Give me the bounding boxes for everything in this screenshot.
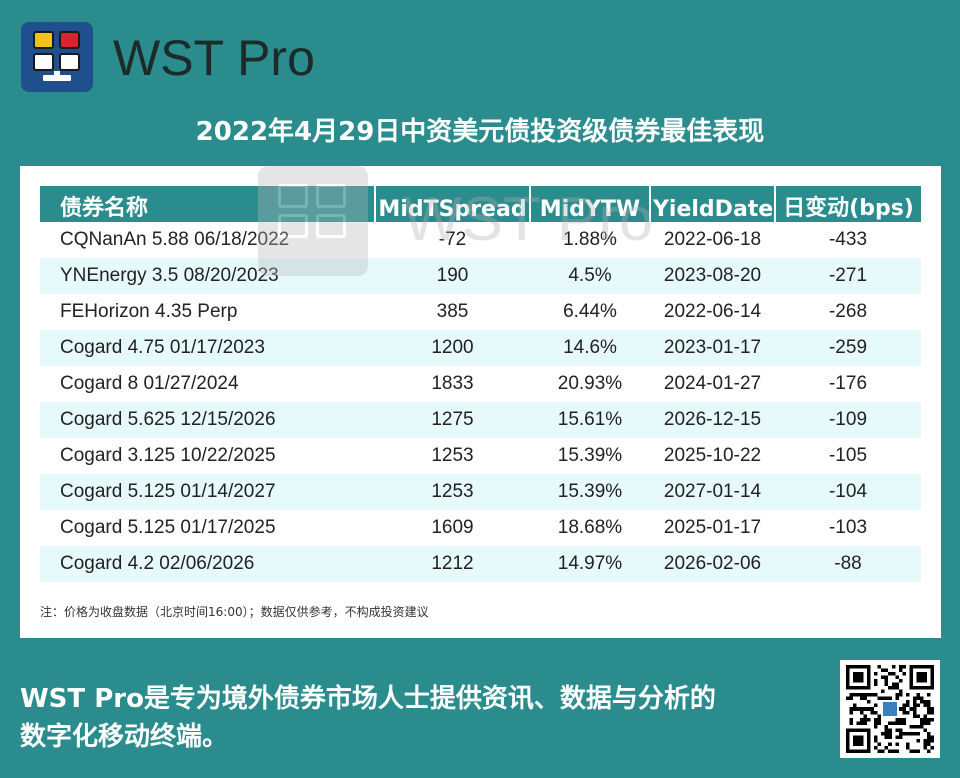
cell-daily-change: -433 bbox=[828, 229, 868, 250]
cell-yield-date: 2022-06-14 bbox=[663, 301, 762, 322]
cell-bond-name: Cogard 4.2 02/06/2026 bbox=[40, 546, 375, 582]
cell-bond-name: Cogard 5.625 12/15/2026 bbox=[40, 402, 375, 438]
cell-bond-name: YNEnergy 3.5 08/20/2023 bbox=[40, 258, 375, 294]
cell-mid-t-spread: 1253 bbox=[431, 445, 474, 466]
cell-mid-t-spread: 385 bbox=[436, 301, 469, 322]
cell-mid-ytw: 15.39% bbox=[557, 445, 623, 466]
cell-mid-ytw: 4.5% bbox=[530, 258, 650, 294]
cell-mid-t-spread: 1275 bbox=[375, 402, 530, 438]
cell-mid-t-spread: -72 bbox=[438, 229, 467, 250]
cell-daily-change: -268 bbox=[828, 301, 868, 322]
footnote: 注：价格为收盘数据（北京时间16:00）；数据仅供参考，不构成投资建议 bbox=[40, 605, 429, 619]
cell-daily-change: -105 bbox=[828, 445, 868, 466]
table-row: Cogard 4.75 01/17/2023 1200 14.6% 2023-01-1… bbox=[40, 330, 921, 366]
cell-daily-change: -103 bbox=[828, 517, 868, 538]
table-row: Cogard 4.2 02/06/2026 1212 14.97% 2026-02-0… bbox=[40, 546, 921, 582]
header-yield-date: YieldDate bbox=[650, 186, 776, 222]
cell-bond-name: Cogard 8 01/27/2024 bbox=[60, 373, 239, 394]
cell-bond-name: Cogard 4.75 01/17/2023 bbox=[40, 330, 375, 366]
cell-mid-t-spread: 1212 bbox=[375, 546, 530, 582]
brand-name: WST Pro bbox=[113, 30, 315, 86]
bond-table: 债券名称 MidTSpread MidYTW YieldDate 日变动(bps… bbox=[40, 186, 921, 582]
cell-mid-ytw: 15.39% bbox=[530, 474, 650, 510]
table-panel: 债券名称 MidTSpread MidYTW YieldDate 日变动(bps… bbox=[20, 166, 941, 638]
cell-bond-name: Cogard 5.125 01/14/2027 bbox=[40, 474, 375, 510]
cell-daily-change: -176 bbox=[828, 373, 868, 394]
table-row: Cogard 5.625 12/15/2026 1275 15.61% 2026-12… bbox=[40, 402, 921, 438]
header-daily-change: 日变动(bps) bbox=[775, 186, 921, 222]
cell-mid-ytw: 6.44% bbox=[563, 301, 617, 322]
cell-yield-date: 2026-02-06 bbox=[650, 546, 775, 582]
table-row: FEHorizon 4.35 Perp 385 6.44% 2022-06-14 -26… bbox=[40, 294, 921, 330]
cell-bond-name: Cogard 5.125 01/17/2025 bbox=[60, 517, 276, 538]
cell-yield-date: 2023-08-20 bbox=[650, 258, 775, 294]
cell-yield-date: 2027-01-14 bbox=[650, 474, 775, 510]
cell-yield-date: 2025-10-22 bbox=[663, 445, 762, 466]
cell-mid-t-spread: 1253 bbox=[375, 474, 530, 510]
header-bond-name: 债券名称 bbox=[40, 186, 376, 222]
footer-line-2: 数字化移动终端。 bbox=[20, 722, 229, 752]
cell-daily-change: -104 bbox=[775, 474, 921, 510]
cell-yield-date: 2026-12-15 bbox=[650, 402, 775, 438]
table-row: CQNanAn 5.88 06/18/2022 -72 1.88% 2022-06-1… bbox=[40, 222, 921, 258]
cell-mid-ytw: 20.93% bbox=[557, 373, 623, 394]
cell-mid-ytw: 15.61% bbox=[530, 402, 650, 438]
table-row: Cogard 3.125 10/22/2025 1253 15.39% 2025-10… bbox=[40, 438, 921, 474]
wst-logo-icon bbox=[21, 22, 93, 92]
page-title: 2022年4月29日中资美元债投资级债券最佳表现 bbox=[195, 117, 765, 147]
cell-bond-name: Cogard 3.125 10/22/2025 bbox=[60, 445, 276, 466]
cell-yield-date: 2024-01-27 bbox=[663, 373, 762, 394]
header-mid-t-spread: MidTSpread bbox=[375, 186, 531, 222]
table-row: Cogard 5.125 01/14/2027 1253 15.39% 2027-01… bbox=[40, 474, 921, 510]
header-mid-ytw: MidYTW bbox=[530, 186, 651, 222]
table-row: Cogard 5.125 01/17/2025 1609 18.68% 2025-01… bbox=[40, 510, 921, 546]
table-row: Cogard 8 01/27/2024 1833 20.93% 2024-01-27 -… bbox=[40, 366, 921, 402]
cell-yield-date: 2023-01-17 bbox=[650, 330, 775, 366]
table-header-row: 债券名称 MidTSpread MidYTW YieldDate 日变动(bps… bbox=[40, 186, 921, 222]
qr-code-icon[interactable] bbox=[840, 660, 940, 758]
cell-daily-change: -259 bbox=[775, 330, 921, 366]
cell-mid-t-spread: 1609 bbox=[431, 517, 474, 538]
cell-mid-ytw: 14.97% bbox=[530, 546, 650, 582]
cell-yield-date: 2022-06-18 bbox=[663, 229, 762, 250]
cell-mid-t-spread: 190 bbox=[375, 258, 530, 294]
cell-daily-change: -109 bbox=[775, 402, 921, 438]
footer-tagline: WST Pro是专为境外债券市场人士提供资讯、数据与分析的 数字化移动终端。 bbox=[20, 680, 820, 756]
cell-bond-name: FEHorizon 4.35 Perp bbox=[60, 301, 238, 322]
cell-daily-change: -271 bbox=[775, 258, 921, 294]
cell-daily-change: -88 bbox=[775, 546, 921, 582]
cell-mid-ytw: 1.88% bbox=[563, 229, 617, 250]
cell-yield-date: 2025-01-17 bbox=[663, 517, 762, 538]
cell-bond-name: CQNanAn 5.88 06/18/2022 bbox=[60, 229, 290, 250]
table-row: YNEnergy 3.5 08/20/2023 190 4.5% 2023-08-20… bbox=[40, 258, 921, 294]
cell-mid-ytw: 18.68% bbox=[557, 517, 623, 538]
cell-mid-t-spread: 1200 bbox=[375, 330, 530, 366]
footer-line-1: WST Pro是专为境外债券市场人士提供资讯、数据与分析的 bbox=[20, 684, 716, 714]
cell-mid-ytw: 14.6% bbox=[530, 330, 650, 366]
cell-mid-t-spread: 1833 bbox=[431, 373, 474, 394]
